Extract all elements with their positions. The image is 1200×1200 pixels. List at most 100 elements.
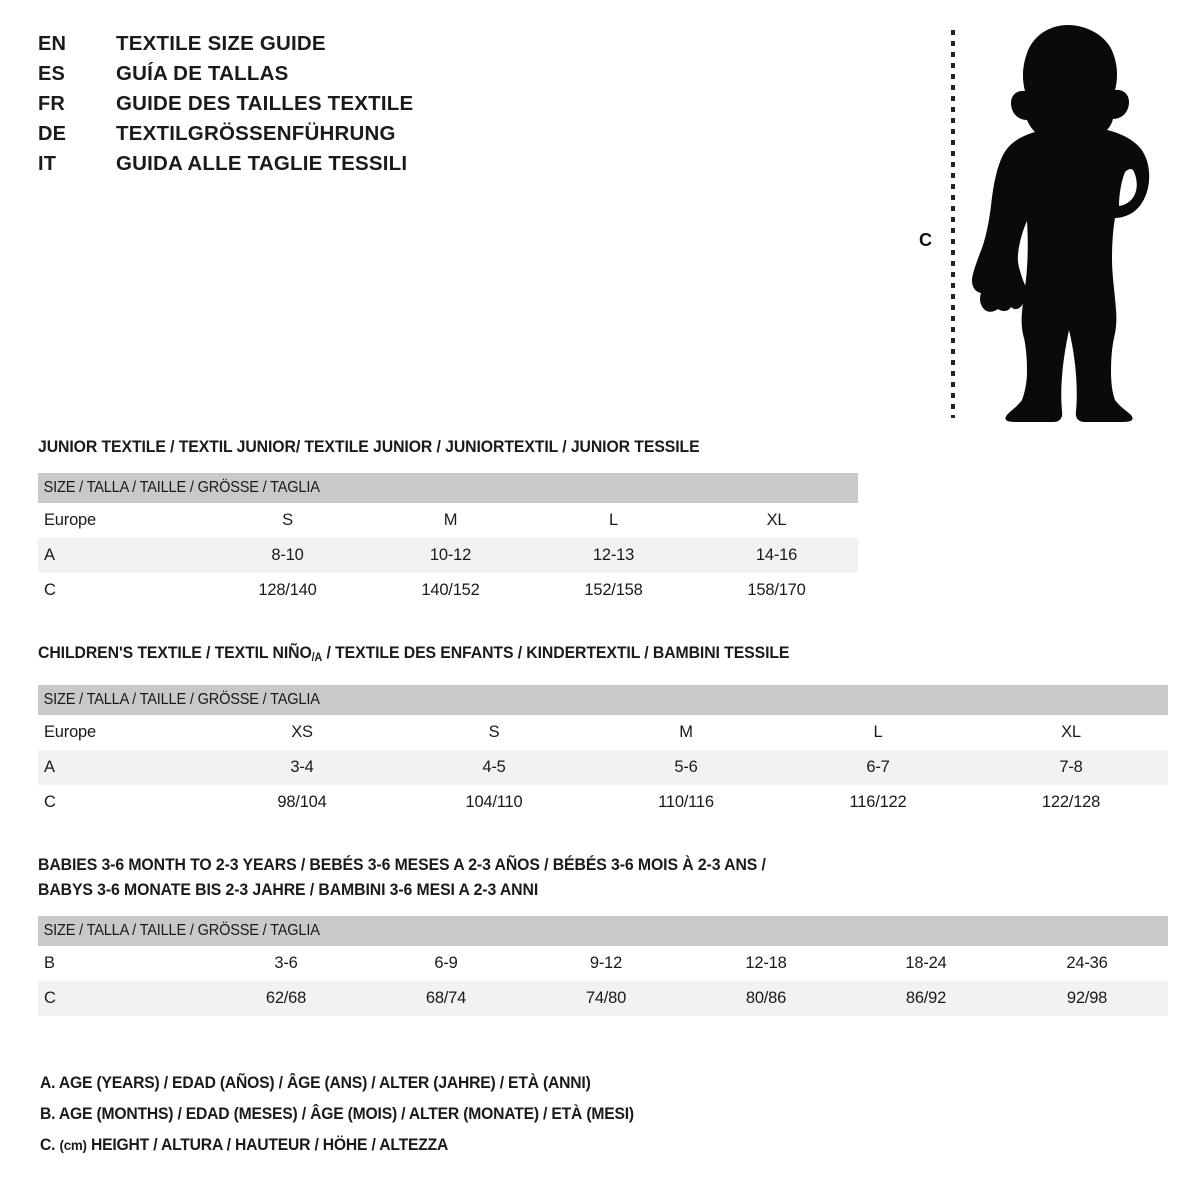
cell-age-xl: 14-16 xyxy=(695,538,859,573)
row-head-europe: Europe xyxy=(38,503,206,538)
row-head-europe: Europe xyxy=(38,715,206,750)
section-children: CHILDREN'S TEXTILE / TEXTIL NIÑO/A / TEX… xyxy=(38,640,1168,820)
cell-height-1: 62/68 xyxy=(206,981,366,1016)
toddler-silhouette-icon xyxy=(971,25,1150,422)
cell-height-5: 86/92 xyxy=(846,981,1006,1016)
row-head-b: B xyxy=(38,946,206,981)
guide-title-en: TEXTILE SIZE GUIDE xyxy=(116,32,326,55)
language-code-de: DE xyxy=(38,123,67,145)
table-row-children-age: A 3-4 4-5 5-6 6-7 7-8 xyxy=(38,750,1168,785)
cell-height-m: 110/116 xyxy=(590,785,782,820)
cell-height-2: 68/74 xyxy=(366,981,526,1016)
language-row-en: EN TEXTILE SIZE GUIDE xyxy=(38,32,558,62)
band-label-junior: SIZE / TALLA / TAILLE / GRÖSSE / TAGLIA xyxy=(43,479,320,496)
legend-line-a: A. AGE (YEARS) / EDAD (AÑOS) / ÂGE (ANS)… xyxy=(40,1074,591,1092)
band-cell-children: SIZE / TALLA / TAILLE / GRÖSSE / TAGLIA xyxy=(38,685,1168,715)
cell-age-s: 4-5 xyxy=(398,750,590,785)
cell-age-s: 8-10 xyxy=(206,538,369,573)
section-title-babies-line1: BABIES 3-6 MONTH TO 2-3 YEARS / BEBÉS 3-… xyxy=(38,855,766,874)
language-header: EN TEXTILE SIZE GUIDE ES GUÍA DE TALLAS … xyxy=(38,32,558,182)
table-band-babies: SIZE / TALLA / TAILLE / GRÖSSE / TAGLIA xyxy=(38,916,1169,946)
cell-height-6: 92/98 xyxy=(1006,981,1169,1016)
guide-title-it: GUIDA ALLE TAGLIE TESSILI xyxy=(116,152,408,175)
table-row-children-europe: Europe XS S M L XL xyxy=(38,715,1168,750)
cell-age-m: 10-12 xyxy=(369,538,532,573)
language-code-it: IT xyxy=(38,153,57,175)
cell-months-6: 24-36 xyxy=(1006,946,1169,981)
cell-size-xl: XL xyxy=(974,715,1168,750)
row-head-a: A xyxy=(38,538,206,573)
cell-height-m: 140/152 xyxy=(369,573,532,608)
table-band-children: SIZE / TALLA / TAILLE / GRÖSSE / TAGLIA xyxy=(38,685,1168,715)
table-row-junior-europe: Europe S M L XL xyxy=(38,503,859,538)
height-diagram: C xyxy=(905,12,1175,422)
cell-height-xl: 158/170 xyxy=(695,573,859,608)
cell-height-s: 104/110 xyxy=(398,785,590,820)
language-code-fr: FR xyxy=(38,93,66,115)
cell-age-xs: 3-4 xyxy=(206,750,398,785)
section-babies: BABIES 3-6 MONTH TO 2-3 YEARS / BEBÉS 3-… xyxy=(38,852,1169,1016)
language-row-it: IT GUIDA ALLE TAGLIE TESSILI xyxy=(38,152,558,182)
cell-months-2: 6-9 xyxy=(366,946,526,981)
section-title-children-sub: /A xyxy=(311,652,323,664)
legend-line-c-prefix: C. xyxy=(40,1136,60,1154)
row-head-c: C xyxy=(38,981,206,1016)
legend-line-b: B. AGE (MONTHS) / EDAD (MESES) / ÂGE (MO… xyxy=(40,1105,634,1123)
guide-title-de: TEXTILGRÖSSENFÜHRUNG xyxy=(116,122,396,145)
band-cell-junior: SIZE / TALLA / TAILLE / GRÖSSE / TAGLIA xyxy=(38,473,859,503)
row-head-c: C xyxy=(38,785,206,820)
guide-title-fr: GUIDE DES TAILLES TEXTILE xyxy=(116,92,414,115)
cell-size-l: L xyxy=(782,715,974,750)
table-row-junior-age: A 8-10 10-12 12-13 14-16 xyxy=(38,538,859,573)
cell-months-5: 18-24 xyxy=(846,946,1006,981)
cell-age-xl: 7-8 xyxy=(974,750,1168,785)
cell-height-xl: 122/128 xyxy=(974,785,1168,820)
cell-size-m: M xyxy=(369,503,532,538)
section-title-children-post: / TEXTILE DES ENFANTS / KINDERTEXTIL / B… xyxy=(322,643,790,662)
size-table-children: SIZE / TALLA / TAILLE / GRÖSSE / TAGLIA … xyxy=(38,685,1168,820)
row-head-c: C xyxy=(38,573,206,608)
cell-height-4: 80/86 xyxy=(686,981,846,1016)
cell-height-3: 74/80 xyxy=(526,981,686,1016)
table-row-babies-months: B 3-6 6-9 9-12 12-18 18-24 24-36 xyxy=(38,946,1169,981)
size-table-junior: SIZE / TALLA / TAILLE / GRÖSSE / TAGLIA … xyxy=(38,473,859,608)
band-label-children: SIZE / TALLA / TAILLE / GRÖSSE / TAGLIA xyxy=(43,691,320,708)
size-table-babies: SIZE / TALLA / TAILLE / GRÖSSE / TAGLIA … xyxy=(38,916,1169,1016)
cell-size-xl: XL xyxy=(695,503,859,538)
band-label-babies: SIZE / TALLA / TAILLE / GRÖSSE / TAGLIA xyxy=(43,922,320,939)
legend-line-c-rest: HEIGHT / ALTURA / HAUTEUR / HÖHE / ALTEZ… xyxy=(86,1136,449,1154)
row-head-a: A xyxy=(38,750,206,785)
language-row-es: ES GUÍA DE TALLAS xyxy=(38,62,558,92)
table-row-junior-height: C 128/140 140/152 152/158 158/170 xyxy=(38,573,859,608)
cell-size-xs: XS xyxy=(206,715,398,750)
height-dotted-axis xyxy=(951,30,955,418)
language-row-de: DE TEXTILGRÖSSENFÜHRUNG xyxy=(38,122,558,152)
language-code-en: EN xyxy=(38,33,67,55)
cell-size-l: L xyxy=(532,503,695,538)
cell-size-s: S xyxy=(206,503,369,538)
language-code-es: ES xyxy=(38,63,66,85)
table-row-children-height: C 98/104 104/110 110/116 116/122 122/128 xyxy=(38,785,1168,820)
section-title-babies-line2: BABYS 3-6 MONATE BIS 2-3 JAHRE / BAMBINI… xyxy=(38,880,539,899)
cell-age-l: 12-13 xyxy=(532,538,695,573)
cell-height-xs: 98/104 xyxy=(206,785,398,820)
section-title-children: CHILDREN'S TEXTILE / TEXTIL NIÑO/A / TEX… xyxy=(38,640,1089,671)
guide-title-es: GUÍA DE TALLAS xyxy=(116,62,289,85)
band-cell-babies: SIZE / TALLA / TAILLE / GRÖSSE / TAGLIA xyxy=(38,916,1169,946)
cell-age-l: 6-7 xyxy=(782,750,974,785)
cell-months-4: 12-18 xyxy=(686,946,846,981)
height-axis-label: C xyxy=(919,230,932,250)
cell-size-m: M xyxy=(590,715,782,750)
measurement-legend: A. AGE (YEARS) / EDAD (AÑOS) / ÂGE (ANS)… xyxy=(40,1068,940,1161)
language-row-fr: FR GUIDE DES TAILLES TEXTILE xyxy=(38,92,558,122)
section-junior: JUNIOR TEXTILE / TEXTIL JUNIOR/ TEXTILE … xyxy=(38,434,859,608)
cell-months-3: 9-12 xyxy=(526,946,686,981)
cell-height-l: 116/122 xyxy=(782,785,974,820)
cell-size-s: S xyxy=(398,715,590,750)
section-title-children-pre: CHILDREN'S TEXTILE / TEXTIL NIÑO xyxy=(38,643,312,662)
section-title-junior: JUNIOR TEXTILE / TEXTIL JUNIOR/ TEXTILE … xyxy=(38,437,700,456)
cell-months-1: 3-6 xyxy=(206,946,366,981)
legend-line-c-unit: (cm) xyxy=(59,1137,87,1153)
cell-height-s: 128/140 xyxy=(206,573,369,608)
cell-age-m: 5-6 xyxy=(590,750,782,785)
